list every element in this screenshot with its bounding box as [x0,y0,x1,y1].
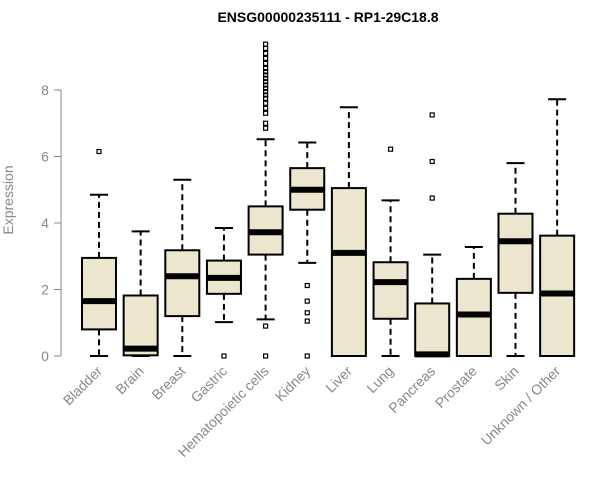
outlier-point [263,50,269,57]
outlier-point [221,353,227,359]
box-prostate [455,245,492,357]
iqr-box [372,261,409,320]
outlier-point [304,282,310,289]
outlier-point [263,60,269,67]
y-axis: 0 2 4 6 8 [41,82,62,364]
outlier-point [263,65,269,71]
outlier-point [263,45,269,52]
outlier-point [263,89,269,95]
iqr-box [122,294,159,357]
outlier-point [263,125,269,131]
iqr-box [81,256,117,331]
outlier-point [263,120,269,126]
x-category-label: Skin [491,363,522,394]
box-bladder [81,148,117,357]
x-category-label: Unknown / Other [478,363,564,449]
outlier-point [263,55,269,62]
outlier-point [263,79,269,85]
box-breast [164,178,201,357]
outlier-point [263,95,269,101]
x-category-label: Lung [363,363,396,396]
y-tick-label: 8 [41,82,49,98]
outlier-point [263,100,269,106]
box-liver [330,106,367,357]
outlier-point [263,75,269,81]
y-axis-label: Expression [0,165,16,234]
outlier-point [387,146,394,152]
x-category-label: Bladder [60,363,106,409]
iqr-box [164,249,201,318]
box-hematopoietic-cells [247,41,284,359]
y-tick-label: 4 [41,215,49,231]
x-category-label: Kidney [272,363,314,405]
box-brain [122,230,159,357]
box-lung [372,146,409,357]
y-tick-label: 0 [41,348,49,364]
outlier-point [304,298,310,304]
boxes-group [81,41,576,359]
y-tick-label: 2 [41,282,49,298]
x-category-label: Breast [148,363,188,403]
box-pancreas [414,112,451,358]
outlier-point [304,310,310,316]
outlier-point [263,105,269,111]
outlier-point [263,41,269,47]
iqr-box [414,302,451,357]
outlier-point [429,195,435,201]
outlier-point [263,110,269,116]
x-category-label: Prostate [432,363,480,411]
outlier-point [263,353,269,359]
outlier-point [429,112,435,118]
box-unknown-other [539,98,576,357]
iqr-box [497,212,534,294]
iqr-box [330,187,367,357]
outlier-point [263,323,269,329]
x-category-label: Brain [112,363,146,397]
outlier-point [263,72,269,78]
outlier-point [96,148,102,155]
box-kidney [289,141,326,359]
outlier-point [263,92,269,98]
outlier-point [429,158,435,165]
outlier-point [304,353,310,359]
chart-title: ENSG00000235111 - RP1-29C18.8 [217,9,438,25]
outlier-point [263,82,269,88]
x-category-label: Liver [322,363,355,396]
outlier-point [263,85,269,91]
outlier-point [263,69,269,75]
outlier-point [304,318,310,324]
box-gastric [205,226,242,359]
y-tick-label: 6 [41,149,49,165]
box-skin [497,162,534,357]
